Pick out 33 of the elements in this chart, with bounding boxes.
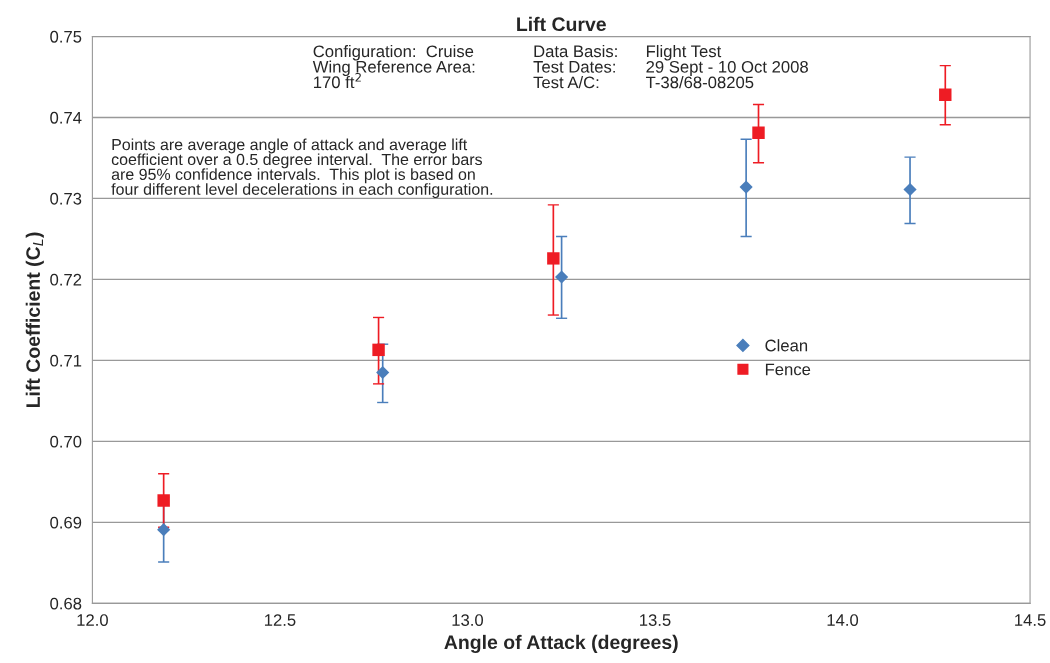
point — [939, 88, 952, 101]
annotation: Configuration: Cruise Wing Reference Area: 170 ft$^{2}$ — [312, 44, 475, 89]
x-tick-label: 14.5 — [1015, 614, 1046, 626]
x-tick-label: 14.0 — [827, 614, 859, 626]
point — [372, 343, 385, 357]
x-tick-label: 13.0 — [452, 614, 484, 626]
y-tick-label: 0.75 — [50, 30, 82, 43]
y-tick-label: 0.74 — [50, 111, 82, 124]
point — [157, 523, 171, 537]
point — [739, 180, 753, 194]
y-axis-title: Lift Coefficient (C$_{L}$) — [25, 232, 44, 408]
point — [555, 270, 569, 284]
point — [903, 182, 917, 197]
annotation: Data Basis: Test Dates: Test A/C: — [533, 44, 617, 89]
legend-label: Fence — [765, 363, 811, 376]
y-tick-label: 0.69 — [50, 516, 82, 529]
annotation: Flight Test 29 Sept - 10 Oct 2008 T-38/68-08205 — [645, 44, 808, 89]
legend-label: Clean — [765, 339, 808, 352]
y-tick-label: 0.70 — [50, 435, 82, 448]
point — [376, 365, 390, 380]
annotation: Points are average angle of attack and average lift coefficient over a 0.5 degree interval. The error bars are 95% confidence intervals. This plot is based on four different level decelerations in each configuration. — [111, 138, 493, 199]
x-tick-label: 12.0 — [77, 614, 108, 626]
x-axis-title: Angle of Attack (degrees) — [444, 634, 678, 654]
x-tick-label: 12.5 — [264, 614, 296, 626]
y-tick-label: 0.71 — [50, 354, 82, 367]
x-tick-label: 13.5 — [640, 614, 671, 626]
point — [547, 252, 560, 265]
y-tick-label: 0.73 — [50, 192, 82, 205]
point — [752, 126, 765, 140]
y-tick-label: 0.68 — [50, 597, 82, 610]
chart-title: Lift Curve — [517, 16, 606, 32]
point — [157, 494, 170, 507]
y-tick-label: 0.72 — [50, 273, 82, 286]
